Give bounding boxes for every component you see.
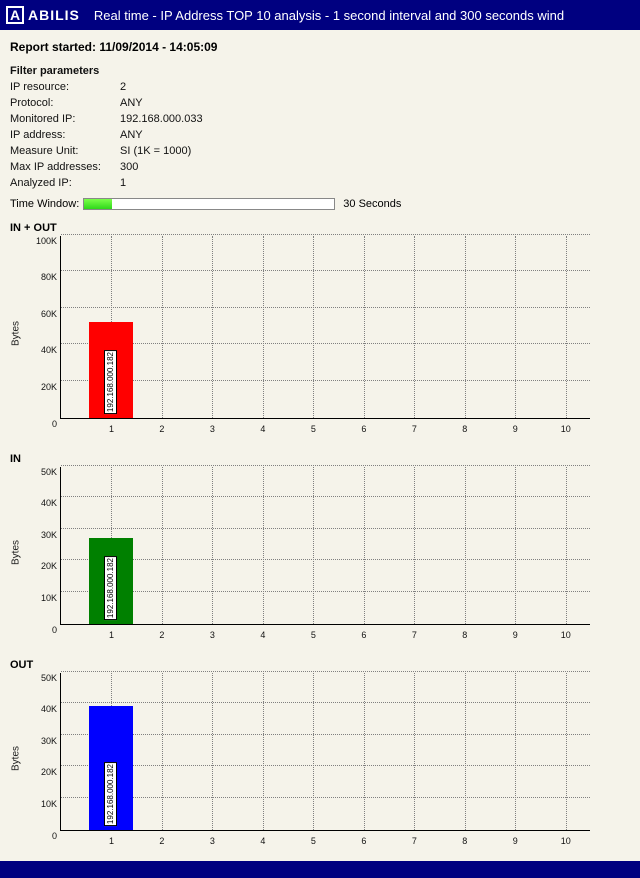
- x-tick: 1: [109, 424, 114, 434]
- x-tick: 3: [210, 836, 215, 846]
- filter-row: Max IP addresses:300: [10, 160, 630, 176]
- content: Report started: 11/09/2014 - 14:05:09 Fi…: [0, 30, 640, 861]
- x-tick: 6: [361, 630, 366, 640]
- y-tick: 50K: [21, 467, 57, 477]
- y-tick: 20K: [21, 767, 57, 777]
- filter-label: IP resource:: [10, 80, 120, 96]
- x-tick: 4: [260, 424, 265, 434]
- x-tick: 5: [311, 630, 316, 640]
- filter-label: Measure Unit:: [10, 144, 120, 160]
- filter-row: Measure Unit:SI (1K = 1000): [10, 144, 630, 160]
- logo-icon: A: [6, 6, 24, 24]
- chart-title: IN + OUT: [10, 222, 630, 234]
- filter-label: Monitored IP:: [10, 112, 120, 128]
- filter-row: IP address:ANY: [10, 128, 630, 144]
- time-window-text: 30 Seconds: [343, 198, 401, 210]
- x-tick: 4: [260, 630, 265, 640]
- time-window-bar: [83, 198, 335, 210]
- report-started-label: Report started:: [10, 40, 96, 54]
- y-tick: 80K: [21, 272, 57, 282]
- report-started: Report started: 11/09/2014 - 14:05:09: [10, 40, 630, 54]
- x-tick: 2: [159, 424, 164, 434]
- filter-row: Monitored IP:192.168.000.033: [10, 112, 630, 128]
- x-tick: 2: [159, 630, 164, 640]
- filter-label: Max IP addresses:: [10, 160, 120, 176]
- x-tick: 9: [513, 836, 518, 846]
- x-tick: 7: [412, 836, 417, 846]
- chart-title: OUT: [10, 659, 630, 671]
- x-tick: 10: [561, 836, 571, 846]
- filter-value: ANY: [120, 96, 143, 112]
- y-tick: 100K: [21, 236, 57, 246]
- time-window-row: Time Window: 30 Seconds: [10, 198, 630, 210]
- x-tick: 4: [260, 836, 265, 846]
- chart-plot: 020K40K60K80K100K12345678910192.168.000.…: [60, 236, 590, 419]
- filter-value: SI (1K = 1000): [120, 144, 191, 160]
- x-tick: 10: [561, 424, 571, 434]
- x-tick: 7: [412, 630, 417, 640]
- y-tick: 30K: [21, 736, 57, 746]
- x-tick: 1: [109, 836, 114, 846]
- filter-value: 2: [120, 80, 126, 96]
- filter-value: 300: [120, 160, 138, 176]
- filter-parameters: Filter parameters IP resource:2Protocol:…: [10, 64, 630, 192]
- filter-value: 192.168.000.033: [120, 112, 203, 128]
- header-bar: A ABILIS Real time - IP Address TOP 10 a…: [0, 0, 640, 30]
- x-tick: 8: [462, 836, 467, 846]
- brand-name: ABILIS: [28, 7, 80, 23]
- y-tick: 10K: [21, 593, 57, 603]
- y-tick: 0: [21, 831, 57, 841]
- bar-label: 192.168.000.182: [104, 556, 117, 620]
- filter-row: IP resource:2: [10, 80, 630, 96]
- filter-label: IP address:: [10, 128, 120, 144]
- x-tick: 3: [210, 630, 215, 640]
- y-tick: 60K: [21, 309, 57, 319]
- bar-label: 192.168.000.182: [104, 762, 117, 826]
- filter-label: Protocol:: [10, 96, 120, 112]
- report-started-value: 11/09/2014 - 14:05:09: [99, 40, 217, 54]
- y-axis-label: Bytes: [10, 242, 22, 425]
- x-tick: 10: [561, 630, 571, 640]
- x-tick: 5: [311, 424, 316, 434]
- chart-plot: 010K20K30K40K50K12345678910192.168.000.1…: [60, 673, 590, 831]
- x-tick: 6: [361, 836, 366, 846]
- x-tick: 9: [513, 630, 518, 640]
- filter-title: Filter parameters: [10, 64, 630, 80]
- time-window-label: Time Window:: [10, 198, 79, 210]
- x-tick: 6: [361, 424, 366, 434]
- bar-label: 192.168.000.182: [104, 350, 117, 414]
- x-tick: 5: [311, 836, 316, 846]
- filter-label: Analyzed IP:: [10, 176, 120, 192]
- y-tick: 20K: [21, 382, 57, 392]
- filter-value: 1: [120, 176, 126, 192]
- x-tick: 7: [412, 424, 417, 434]
- y-axis-label: Bytes: [10, 473, 22, 631]
- x-tick: 9: [513, 424, 518, 434]
- footer-bar: [0, 861, 640, 878]
- filter-value: ANY: [120, 128, 143, 144]
- y-axis-label: Bytes: [10, 679, 22, 837]
- y-tick: 40K: [21, 498, 57, 508]
- x-tick: 8: [462, 630, 467, 640]
- chart-plot: 010K20K30K40K50K12345678910192.168.000.1…: [60, 467, 590, 625]
- x-tick: 2: [159, 836, 164, 846]
- filter-row: Analyzed IP:1: [10, 176, 630, 192]
- y-tick: 30K: [21, 530, 57, 540]
- y-tick: 0: [21, 625, 57, 635]
- y-tick: 0: [21, 419, 57, 429]
- page-title: Real time - IP Address TOP 10 analysis -…: [94, 8, 564, 23]
- y-tick: 20K: [21, 561, 57, 571]
- y-tick: 50K: [21, 673, 57, 683]
- chart-title: IN: [10, 453, 630, 465]
- x-tick: 8: [462, 424, 467, 434]
- time-window-fill: [84, 199, 112, 209]
- x-tick: 3: [210, 424, 215, 434]
- y-tick: 10K: [21, 799, 57, 809]
- x-tick: 1: [109, 630, 114, 640]
- filter-row: Protocol:ANY: [10, 96, 630, 112]
- y-tick: 40K: [21, 704, 57, 714]
- y-tick: 40K: [21, 345, 57, 355]
